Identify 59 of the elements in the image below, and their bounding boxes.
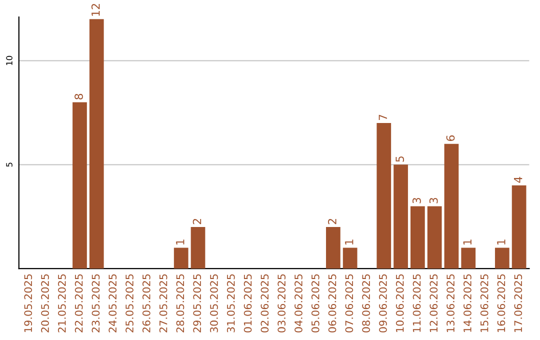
data-label: 2 — [192, 218, 202, 224]
x-tick-label: 15.06.2025 — [480, 274, 488, 332]
bar — [410, 206, 425, 269]
x-tick-label: 05.06.2025 — [311, 274, 320, 332]
x-tick-label: 04.06.2025 — [294, 274, 302, 332]
x-tick-label: 29.05.2025 — [193, 274, 202, 332]
data-label: 12 — [91, 4, 100, 16]
x-tick-label: 28.05.2025 — [176, 274, 184, 332]
data-label: 1 — [497, 240, 506, 245]
bar — [174, 248, 188, 269]
x-tick-label: 09.06.2025 — [379, 274, 387, 332]
x-tick-label: 31.05.2025 — [226, 274, 235, 332]
x-tick-label: 26.05.2025 — [142, 274, 150, 332]
data-label: 8 — [74, 94, 83, 100]
x-tick-label: 17.06.2025 — [514, 274, 522, 332]
data-label: 7 — [378, 114, 387, 120]
bar — [427, 206, 442, 269]
bar — [494, 248, 510, 269]
bar — [72, 102, 87, 269]
x-tick-label: 19.05.2025 — [24, 274, 32, 332]
x-tick-label: 07.06.2025 — [345, 274, 354, 332]
x-tick-label: 16.06.2025 — [497, 274, 506, 332]
x-tick-label: 30.05.2025 — [210, 274, 218, 332]
x-tick-label: 20.05.2025 — [41, 274, 49, 332]
bar — [89, 19, 104, 269]
x-tick-label: 02.06.2025 — [260, 274, 269, 332]
bar — [326, 227, 340, 269]
bar — [190, 227, 206, 269]
x-tick-label: 06.06.2025 — [328, 274, 336, 332]
data-label: 4 — [514, 176, 522, 183]
data-label: 5 — [396, 156, 404, 162]
x-tick-label: 13.06.2025 — [446, 274, 454, 332]
data-label: 1 — [463, 240, 472, 245]
bar — [444, 144, 459, 269]
x-tick-label: 11.06.2025 — [412, 274, 421, 332]
x-tick-label: 12.06.2025 — [430, 274, 438, 332]
bar — [342, 248, 358, 269]
x-tick-label: 27.05.2025 — [159, 274, 168, 332]
x-tick-label: 01.06.2025 — [244, 274, 252, 332]
data-label: 1 — [345, 240, 354, 245]
x-tick-label: 10.06.2025 — [396, 274, 404, 332]
bar — [394, 164, 408, 269]
bar — [512, 185, 526, 269]
x-tick-label: 08.06.2025 — [362, 274, 370, 332]
x-tick-label: 21.05.2025 — [58, 274, 66, 332]
bar — [376, 123, 392, 269]
x-tick-label: 23.05.2025 — [92, 274, 100, 332]
x-tick-label: 22.05.2025 — [74, 274, 83, 332]
data-label: 6 — [446, 135, 455, 141]
x-tick-label: 14.06.2025 — [464, 274, 472, 332]
x-tick-label: 03.06.2025 — [278, 274, 286, 332]
x-tick-label: 24.05.2025 — [108, 274, 117, 332]
x-tick-label: 25.05.2025 — [126, 274, 134, 332]
data-label: 1 — [176, 240, 184, 245]
bar — [461, 248, 476, 269]
data-label: 3 — [412, 198, 421, 204]
y-tick-label: 10 — [6, 56, 12, 66]
data-label: 3 — [429, 198, 438, 204]
data-label: 2 — [328, 218, 336, 224]
